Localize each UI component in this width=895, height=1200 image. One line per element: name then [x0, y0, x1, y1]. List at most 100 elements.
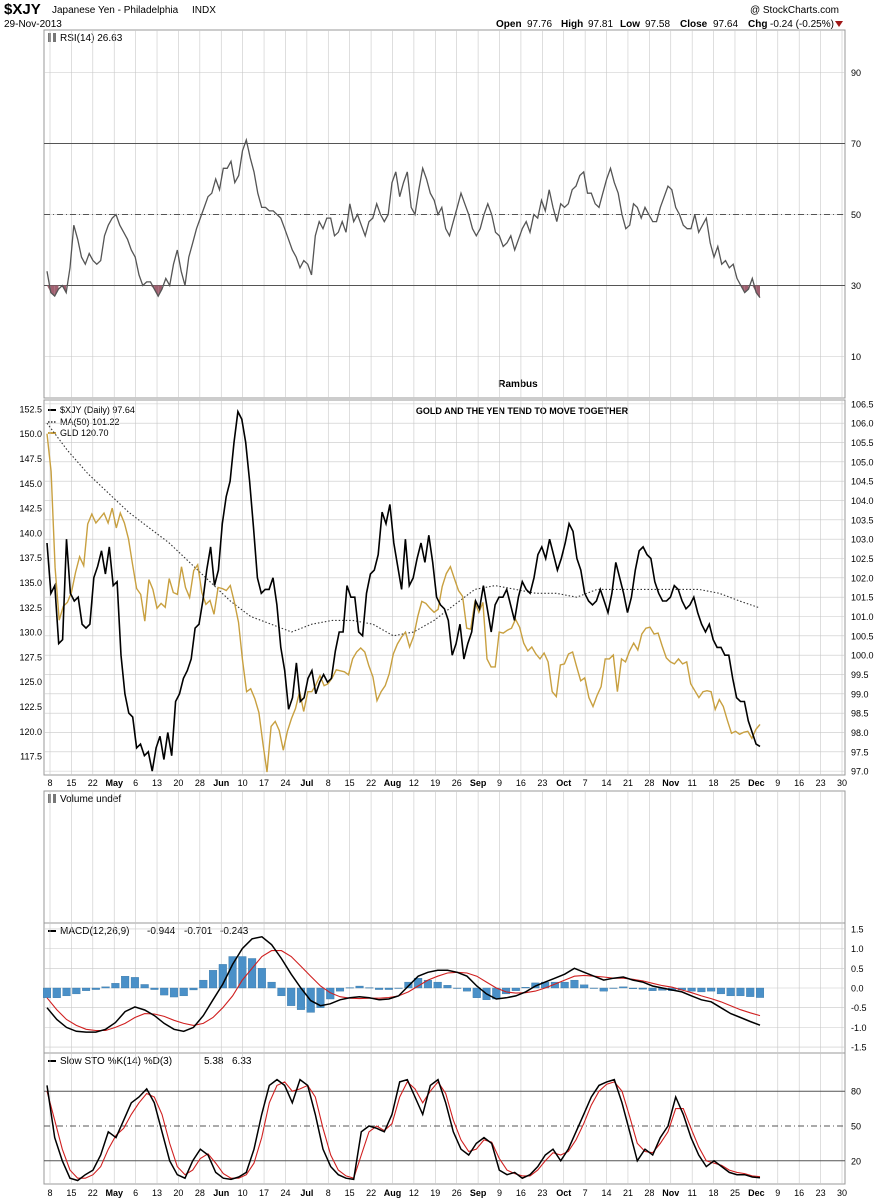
x-axis-label: 25	[730, 1188, 740, 1198]
rsi-oversold-fill	[744, 285, 749, 293]
price-right-tick-label: 100.5	[851, 631, 874, 641]
price-right-tick-label: 106.0	[851, 419, 874, 429]
grid-layer	[44, 30, 845, 1184]
macd-histogram-bar	[42, 987, 52, 998]
rsi-oversold-fill	[756, 285, 760, 298]
macd-histogram-bar	[697, 987, 706, 993]
x-axis-label: 12	[409, 778, 419, 788]
macd-histogram-bar	[521, 987, 530, 989]
x-axis-label: 14	[602, 1188, 612, 1198]
x-axis-label: 22	[88, 778, 98, 788]
x-axis-label: 13	[152, 1188, 162, 1198]
plot-layer	[42, 137, 765, 1182]
macd-histogram-bar	[580, 984, 589, 989]
x-axis-label: 14	[602, 778, 612, 788]
x-axis-label: Nov	[662, 1188, 679, 1198]
macd-y-tick-label: 1.0	[851, 944, 864, 954]
macd-histogram-bar	[638, 987, 647, 990]
price-right-tick-label: 102.0	[851, 573, 874, 583]
rsi-y-tick-label: 90	[851, 68, 861, 78]
x-axis-label: 16	[794, 1188, 804, 1198]
x-axis-label: 12	[409, 1188, 419, 1198]
price-right-tick-label: 97.5	[851, 747, 869, 757]
sto-k-line	[46, 1078, 761, 1182]
macd-histogram-bar	[52, 987, 61, 998]
price-left-tick-label: 132.5	[19, 603, 42, 613]
sto-y-tick-label: 50	[851, 1122, 861, 1132]
x-axis-label: 19	[430, 1188, 440, 1198]
price-right-tick-label: 105.0	[851, 457, 874, 467]
macd-histogram-bar	[453, 987, 462, 989]
open-value: 97.76	[527, 19, 552, 30]
macd-histogram-bar	[629, 987, 638, 989]
macd-histogram-bar	[336, 987, 345, 992]
price-right-tick-label: 106.5	[851, 399, 874, 409]
macd-histogram-bar	[345, 987, 354, 989]
price-right-tick-label: 101.5	[851, 593, 874, 603]
x-axis-label: 8	[47, 778, 52, 788]
macd-value: -0.944	[147, 926, 176, 937]
x-axis-label: 15	[345, 778, 355, 788]
gld-line	[46, 433, 761, 773]
x-axis-label: 28	[644, 778, 654, 788]
ma50-line	[46, 422, 761, 637]
macd-histogram-bar	[375, 987, 384, 990]
x-axis-label: 15	[66, 1188, 76, 1198]
x-axis-label: 7	[583, 778, 588, 788]
price-left-tick-label: 117.5	[20, 752, 42, 762]
price-right-tick-label: 100.0	[851, 651, 874, 661]
sto-panel	[43, 1052, 846, 1185]
price-right-tick-label: 104.5	[851, 477, 874, 487]
x-axis-label: 6	[133, 1188, 138, 1198]
x-axis-label: 9	[775, 778, 780, 788]
price-right-tick-label: 105.5	[851, 438, 874, 448]
x-axis-label: Jul	[300, 778, 313, 788]
x-axis-label: Sep	[470, 1188, 487, 1198]
x-axis-label: 10	[238, 778, 248, 788]
macd-histogram-bar	[130, 977, 139, 989]
legend-label-gld: GLD 120.70	[60, 428, 109, 438]
price-left-tick-label: 130.0	[19, 628, 42, 638]
macd-histogram-bar	[209, 970, 218, 989]
macd-signal-line	[46, 950, 761, 1032]
macd-histogram-bar	[707, 987, 716, 992]
rsi-y-tick-label: 50	[851, 210, 861, 220]
x-axis-label: 26	[452, 1188, 462, 1198]
macd-histogram-bar	[365, 987, 374, 989]
macd-histogram-bar	[238, 956, 247, 989]
grip-icon	[48, 794, 56, 803]
x-axis-label: 22	[366, 778, 376, 788]
grip-icon	[48, 33, 56, 42]
instrument-name: Japanese Yen - Philadelphia	[52, 5, 179, 16]
symbol-title: $XJY	[4, 1, 41, 18]
x-axis-label: 21	[623, 1188, 633, 1198]
macd-y-tick-label: -1.5	[851, 1043, 867, 1053]
low-value: 97.58	[645, 19, 670, 30]
x-axis-label: 28	[644, 1188, 654, 1198]
price-right-tick-label: 101.0	[851, 612, 874, 622]
price-left-tick-label: 135.0	[19, 578, 42, 588]
x-axis-label: 22	[88, 1188, 98, 1198]
price-left-tick-label: 122.5	[19, 702, 42, 712]
price-left-tick-label: 137.5	[19, 553, 42, 563]
price-left-tick-label: 152.5	[19, 404, 42, 414]
macd-histogram-bar	[502, 987, 511, 995]
price-right-tick-label: 104.0	[851, 496, 874, 506]
volume-title: Volume undef	[60, 794, 121, 805]
macd-histogram-bar	[189, 987, 198, 991]
low-label: Low	[620, 19, 640, 30]
price-right-tick-label: 99.0	[851, 689, 869, 699]
legend-label-xjy: $XJY (Daily) 97.64	[60, 405, 135, 415]
macd-histogram-bar	[443, 985, 452, 989]
x-axis-label: May	[105, 778, 123, 788]
macd-histogram-bar	[755, 987, 765, 998]
price-left-tick-label: 145.0	[19, 479, 42, 489]
watermark: @ StockCharts.com	[750, 5, 839, 16]
high-label: High	[561, 19, 583, 30]
macd-histogram-bar	[716, 987, 725, 995]
x-axis-label: 20	[173, 1188, 183, 1198]
x-axis-label: 11	[687, 778, 696, 788]
macd-histogram-bar	[72, 987, 81, 995]
macd-histogram-bar	[599, 987, 608, 992]
